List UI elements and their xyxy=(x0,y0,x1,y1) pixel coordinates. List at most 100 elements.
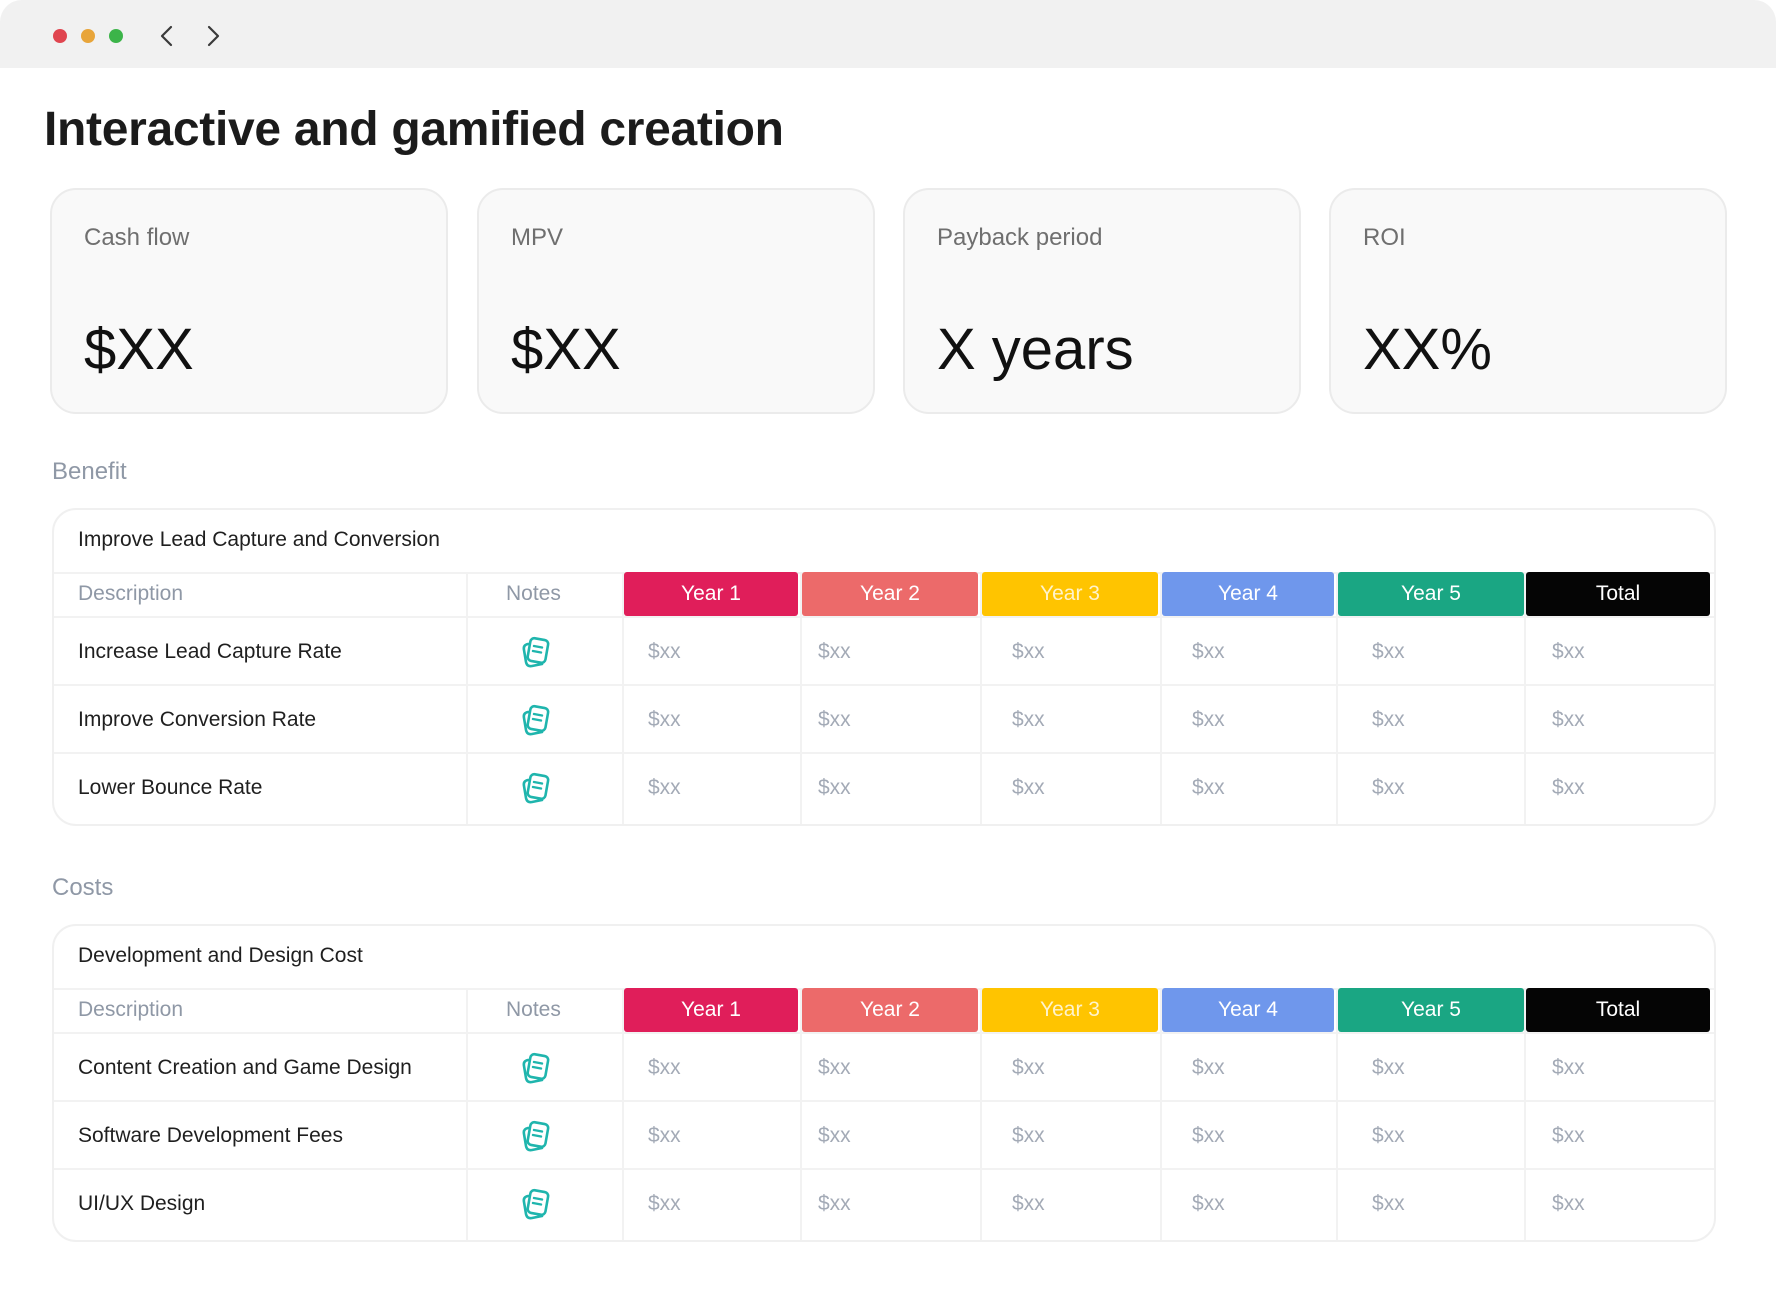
close-window-button[interactable] xyxy=(53,29,67,43)
notes-document-icon[interactable] xyxy=(518,635,554,671)
value-cell[interactable]: $xx xyxy=(1372,1124,1405,1147)
table-row: Content Creation and Game Design $xx $xx $x… xyxy=(54,1034,1714,1102)
column-header-year-4: Year 4 xyxy=(1162,572,1334,616)
value-cell[interactable]: $xx xyxy=(818,640,851,663)
table-row: Improve Conversion Rate $xx $xx $xx $xx $xx $x… xyxy=(54,686,1714,754)
column-divider xyxy=(1336,572,1338,824)
value-cell[interactable]: $xx xyxy=(1372,776,1405,799)
column-header-year-3: Year 3 xyxy=(982,572,1158,616)
table-title: Development and Design Cost xyxy=(78,944,363,967)
value-cell[interactable]: $xx xyxy=(1372,708,1405,731)
value-cell[interactable]: $xx xyxy=(1192,1192,1225,1215)
row-divider xyxy=(54,752,1714,754)
section-label: Costs xyxy=(52,874,114,901)
notes-document-icon[interactable] xyxy=(518,703,554,739)
value-cell[interactable]: $xx xyxy=(818,708,851,731)
value-cell[interactable]: $xx xyxy=(1552,776,1585,799)
chevron-right-icon[interactable] xyxy=(202,24,224,48)
column-divider xyxy=(800,572,802,824)
value-cell[interactable]: $xx xyxy=(1192,776,1225,799)
value-cell[interactable]: $xx xyxy=(1012,776,1045,799)
kpi-label: Payback period xyxy=(937,224,1103,251)
value-cell[interactable]: $xx xyxy=(1552,640,1585,663)
value-cell[interactable]: $xx xyxy=(1192,1056,1225,1079)
column-divider xyxy=(1336,988,1338,1240)
value-cell[interactable]: $xx xyxy=(1012,1124,1045,1147)
value-cell[interactable]: $xx xyxy=(648,1124,681,1147)
column-header-year-3: Year 3 xyxy=(982,988,1158,1032)
table-row: UI/UX Design $xx $xx $xx $xx $xx $xx xyxy=(54,1170,1714,1238)
column-divider xyxy=(1524,572,1526,824)
title-bar xyxy=(0,0,1776,68)
value-cell[interactable]: $xx xyxy=(1552,1124,1585,1147)
column-header-total: Total xyxy=(1526,572,1710,616)
column-header-year-2: Year 2 xyxy=(802,572,978,616)
value-cell[interactable]: $xx xyxy=(1552,708,1585,731)
value-cell[interactable]: $xx xyxy=(648,708,681,731)
row-divider xyxy=(54,1168,1714,1170)
value-cell[interactable]: $xx xyxy=(648,776,681,799)
column-header-description: Description xyxy=(78,998,184,1021)
table-title: Improve Lead Capture and Conversion xyxy=(78,528,440,551)
value-cell[interactable]: $xx xyxy=(1192,708,1225,731)
section-label: Benefit xyxy=(52,458,127,485)
value-cell[interactable]: $xx xyxy=(818,1056,851,1079)
chevron-left-icon[interactable] xyxy=(156,24,178,48)
value-cell[interactable]: $xx xyxy=(1372,640,1405,663)
column-header-year-4: Year 4 xyxy=(1162,988,1334,1032)
value-cell[interactable]: $xx xyxy=(818,1192,851,1215)
value-cell[interactable]: $xx xyxy=(1372,1056,1405,1079)
column-divider xyxy=(980,988,982,1240)
row-divider xyxy=(54,1100,1714,1102)
row-divider xyxy=(54,684,1714,686)
row-label: Improve Conversion Rate xyxy=(78,708,317,731)
row-label: Lower Bounce Rate xyxy=(78,776,263,799)
column-header-notes: Notes xyxy=(506,582,561,605)
value-cell[interactable]: $xx xyxy=(648,1056,681,1079)
column-header-year-2: Year 2 xyxy=(802,988,978,1032)
column-header-total: Total xyxy=(1526,988,1710,1032)
notes-document-icon[interactable] xyxy=(518,1051,554,1087)
column-header-year-1: Year 1 xyxy=(624,572,798,616)
value-cell[interactable]: $xx xyxy=(1552,1192,1585,1215)
row-label: UI/UX Design xyxy=(78,1192,206,1215)
kpi-label: ROI xyxy=(1363,224,1406,251)
row-divider xyxy=(54,1032,1714,1034)
value-cell[interactable]: $xx xyxy=(1012,1056,1045,1079)
table-row: Lower Bounce Rate $xx $xx $xx $xx $xx $xx xyxy=(54,754,1714,822)
value-cell[interactable]: $xx xyxy=(1192,640,1225,663)
minimize-window-button[interactable] xyxy=(81,29,95,43)
column-header-notes: Notes xyxy=(506,998,561,1021)
kpi-card-roi: ROI XX% xyxy=(1329,188,1727,414)
maximize-window-button[interactable] xyxy=(109,29,123,43)
value-cell[interactable]: $xx xyxy=(1552,1056,1585,1079)
column-divider xyxy=(1160,572,1162,824)
row-label: Software Development Fees xyxy=(78,1124,343,1147)
column-header-year-1: Year 1 xyxy=(624,988,798,1032)
column-header-description: Description xyxy=(78,582,184,605)
notes-document-icon[interactable] xyxy=(518,771,554,807)
value-cell[interactable]: $xx xyxy=(818,776,851,799)
row-label: Increase Lead Capture Rate xyxy=(78,640,342,663)
value-cell[interactable]: $xx xyxy=(648,640,681,663)
value-cell[interactable]: $xx xyxy=(1372,1192,1405,1215)
row-label: Content Creation and Game Design xyxy=(78,1056,412,1079)
value-cell[interactable]: $xx xyxy=(1192,1124,1225,1147)
column-header-year-5: Year 5 xyxy=(1338,988,1524,1032)
kpi-value: $XX xyxy=(511,317,621,382)
value-cell[interactable]: $xx xyxy=(1012,1192,1045,1215)
column-divider xyxy=(980,572,982,824)
value-cell[interactable]: $xx xyxy=(648,1192,681,1215)
table-card-benefit: Improve Lead Capture and Conversion Descr… xyxy=(52,508,1716,826)
kpi-card-cash-flow: Cash flow $XX xyxy=(50,188,448,414)
notes-document-icon[interactable] xyxy=(518,1119,554,1155)
column-divider xyxy=(622,988,624,1240)
kpi-value: X years xyxy=(937,317,1134,382)
value-cell[interactable]: $xx xyxy=(1012,708,1045,731)
column-divider xyxy=(622,572,624,824)
kpi-card-mpv: MPV $XX xyxy=(477,188,875,414)
notes-document-icon[interactable] xyxy=(518,1187,554,1223)
value-cell[interactable]: $xx xyxy=(818,1124,851,1147)
value-cell[interactable]: $xx xyxy=(1012,640,1045,663)
